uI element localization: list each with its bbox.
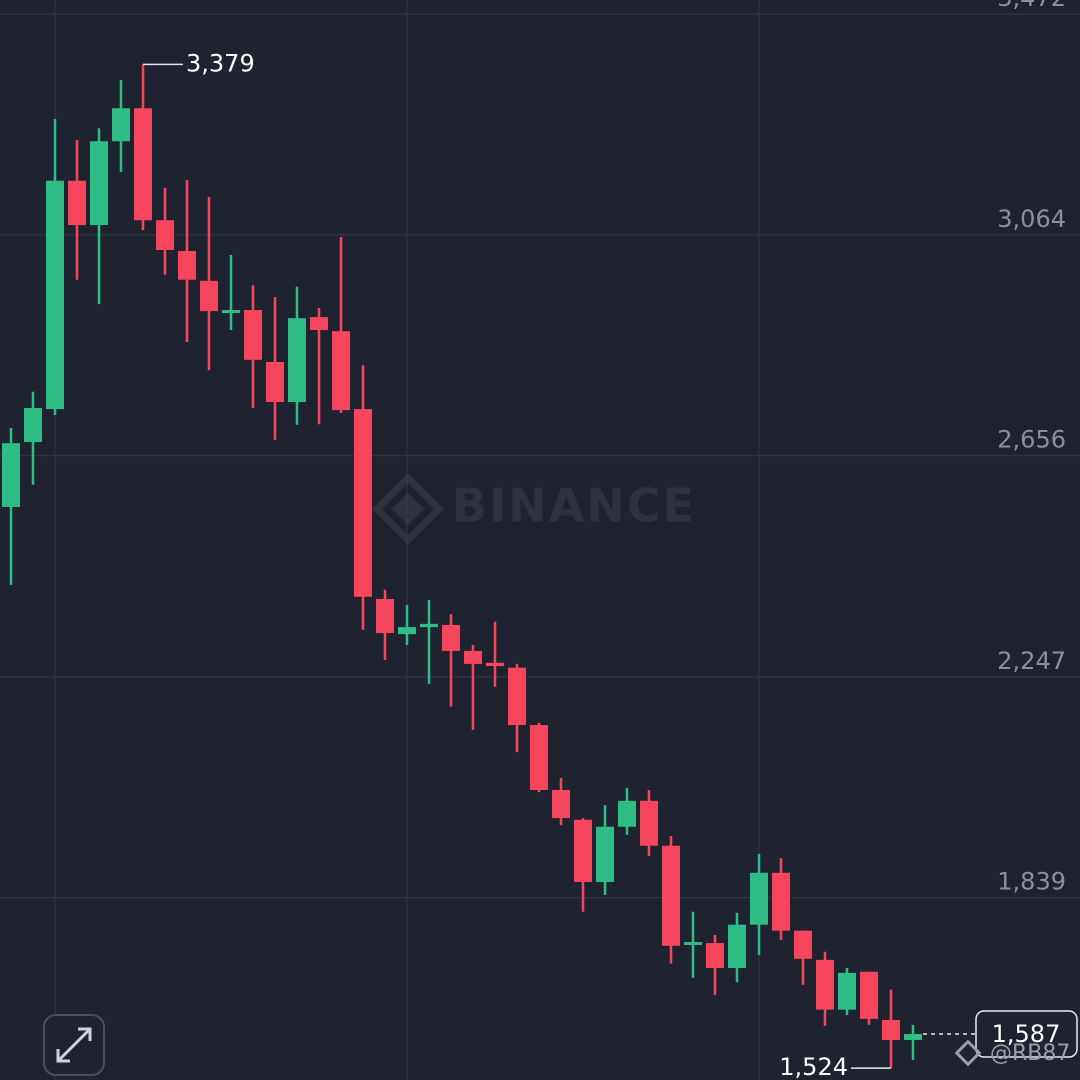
candle-body — [288, 318, 306, 403]
candle-body — [310, 317, 328, 331]
y-tick-label: 1,839 — [997, 868, 1066, 896]
candle-body — [178, 251, 196, 280]
candle-body — [200, 280, 218, 312]
candle-body — [244, 310, 262, 360]
overlay: 3,379 1,524 1,587 — [143, 49, 1078, 1080]
candles — [2, 64, 922, 1069]
candle-body — [530, 725, 548, 790]
watermark-logo — [371, 472, 445, 546]
candle-body — [464, 650, 482, 664]
last-price-label: 1,587 — [992, 1020, 1061, 1048]
candle-body — [750, 872, 768, 925]
annotation-label: 1,524 — [779, 1053, 848, 1080]
grid: 3,472 3,064 2,656 2,247 1,839 — [0, 0, 1080, 899]
candle-body — [662, 845, 680, 946]
credit-logo — [954, 1039, 982, 1067]
candle-body — [574, 819, 592, 882]
credit: @RB87 — [954, 1039, 1070, 1067]
candle-body — [398, 627, 416, 635]
candle-body — [618, 800, 636, 827]
candle-body — [2, 443, 20, 507]
candle-body — [420, 623, 438, 628]
candle-body — [266, 361, 284, 403]
candle-body — [882, 1019, 900, 1040]
expand-button[interactable] — [43, 1014, 105, 1076]
candle-body — [354, 409, 372, 597]
y-tick-label: 2,656 — [997, 426, 1066, 454]
candle-body — [332, 331, 350, 411]
candle-body — [46, 180, 64, 410]
candle-body — [222, 310, 240, 314]
candle-body — [508, 667, 526, 726]
candle-body — [596, 826, 614, 882]
candle-body — [156, 220, 174, 250]
candle-body — [706, 943, 724, 968]
candle-body — [684, 942, 702, 946]
candle-body — [24, 407, 42, 443]
candle-body — [90, 141, 108, 226]
candle-body — [772, 872, 790, 931]
candle-body — [486, 662, 504, 667]
candle-body — [838, 972, 856, 1010]
candle-body — [904, 1034, 922, 1040]
last-price-box — [975, 1010, 1078, 1058]
annotation-label: 3,379 — [186, 49, 255, 77]
candle-body — [794, 930, 812, 959]
expand-icon — [56, 1027, 92, 1063]
y-tick-label: 2,247 — [997, 647, 1066, 675]
y-tick-label: 3,472 — [997, 0, 1066, 12]
candle-body — [134, 108, 152, 221]
candle-body — [68, 180, 86, 226]
candle-body — [442, 624, 460, 651]
candle-body — [376, 598, 394, 634]
candle-body — [860, 971, 878, 1019]
candle-body — [112, 108, 130, 142]
y-tick-label: 3,064 — [997, 205, 1066, 233]
candle-body — [728, 924, 746, 968]
candle-body — [640, 800, 658, 846]
candle-body — [816, 959, 834, 1010]
watermark: BINANCE — [371, 472, 696, 546]
watermark-text: BINANCE — [452, 479, 696, 533]
candle-body — [552, 789, 570, 819]
credit-text: @RB87 — [990, 1041, 1070, 1066]
